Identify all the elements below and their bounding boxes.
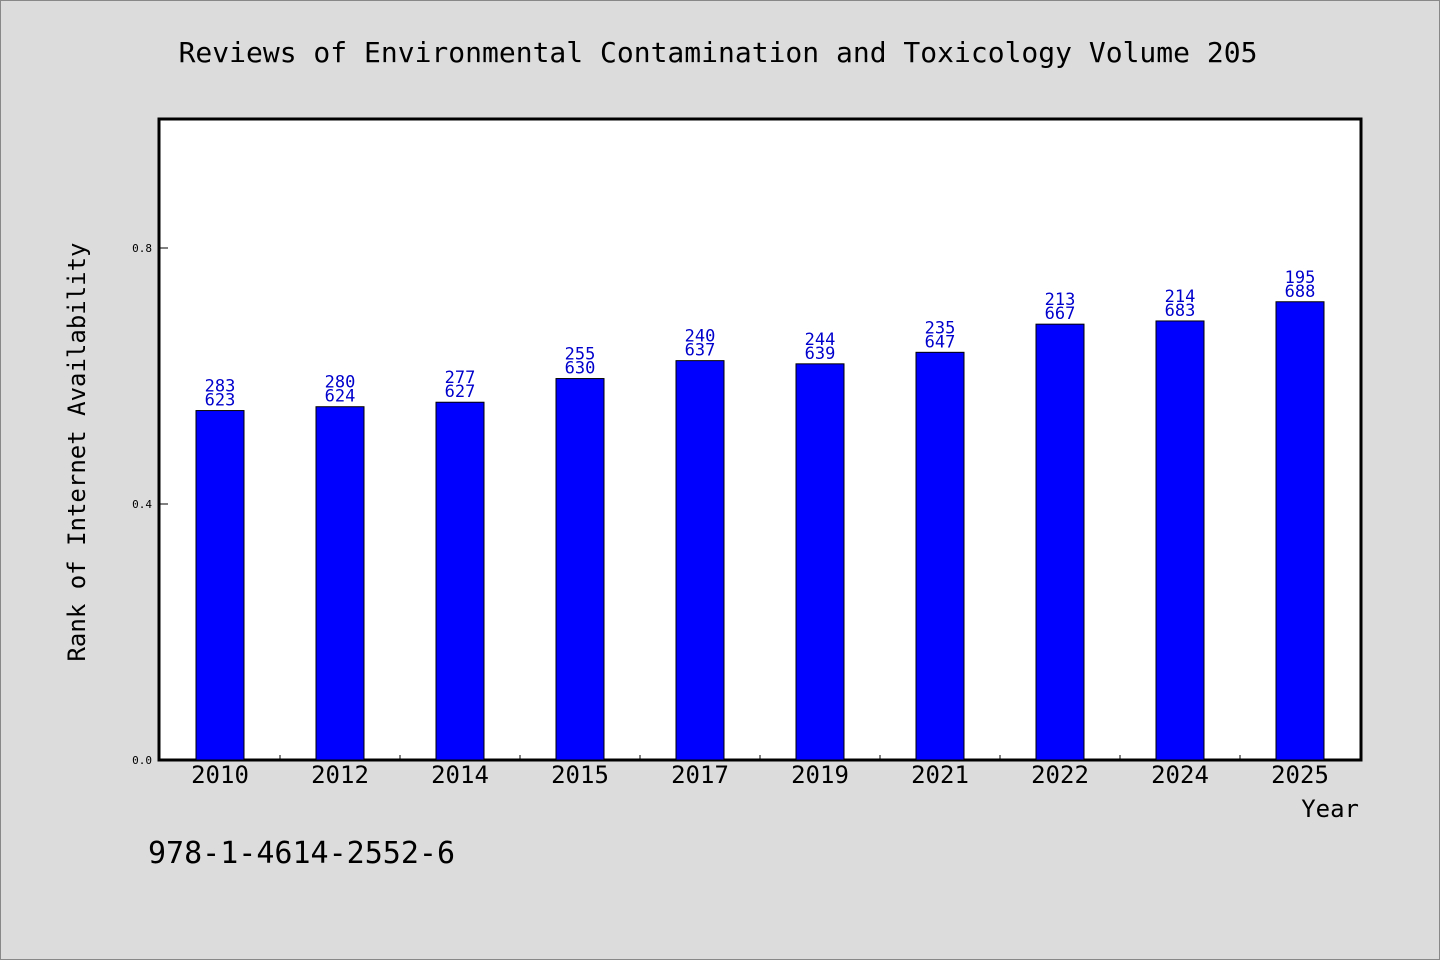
bar-label-top: 277 [445,368,476,388]
bar [555,378,605,761]
chart-title: Reviews of Environmental Contamination a… [179,36,1258,69]
bar-label-bottom: 623 [205,391,236,411]
x-axis-ticks: 2010 2012 2014 2015 2017 2019 2021 2022 2024 2025 [191,755,1329,789]
y-axis-title: Rank of Internet Availability [63,242,91,661]
bar-label-bottom: 647 [925,332,956,352]
bar [435,401,485,761]
bar-label-bottom: 688 [1285,282,1316,302]
bar [1275,301,1325,761]
bar-label-top: 235 [925,318,956,338]
bar-label-bottom: 637 [685,341,716,361]
bar-label-top: 213 [1045,290,1076,310]
bar [675,360,725,761]
bar-label-top: 244 [805,330,836,350]
y-tick-label: 0.0 [132,754,152,767]
bar [195,410,245,761]
bar-label-bottom: 624 [325,387,356,407]
bar-label-top: 283 [205,377,236,397]
bars [195,301,1325,761]
bar-label-bottom: 627 [445,382,476,402]
x-tick-label: 2012 [311,761,369,789]
x-tick-label: 2017 [671,761,729,789]
x-tick-label: 2021 [911,761,969,789]
isbn-footer: 978-1-4614-2552-6 [148,836,455,871]
bar-label-top: 214 [1165,287,1196,307]
bar-label-bottom: 630 [565,359,596,379]
y-tick-label: 0.4 [132,498,152,511]
bar [1035,323,1085,761]
bar [315,406,365,761]
x-axis-title: Year [1301,795,1359,823]
bar-label-bottom: 639 [805,344,836,364]
bar-label-bottom: 667 [1045,304,1076,324]
bar [1155,320,1205,761]
bar [795,363,845,761]
bar-label-top: 195 [1285,268,1316,288]
x-tick-label: 2024 [1151,761,1209,789]
bar-labels: 2836232806242776272556302406372446392356… [205,268,1316,411]
x-tick-label: 2019 [791,761,849,789]
bar-label-bottom: 683 [1165,301,1196,321]
x-tick-label: 2025 [1271,761,1329,789]
x-tick-label: 2010 [191,761,249,789]
y-tick-label: 0.8 [132,242,152,255]
x-tick-label: 2022 [1031,761,1089,789]
bar-label-top: 255 [565,345,596,365]
x-tick-label: 2014 [431,761,489,789]
bar-label-top: 240 [685,327,716,347]
bar [915,351,965,761]
bar-label-top: 280 [325,373,356,393]
y-axis-ticks: 0.0 0.4 0.8 [132,242,168,767]
x-tick-label: 2015 [551,761,609,789]
